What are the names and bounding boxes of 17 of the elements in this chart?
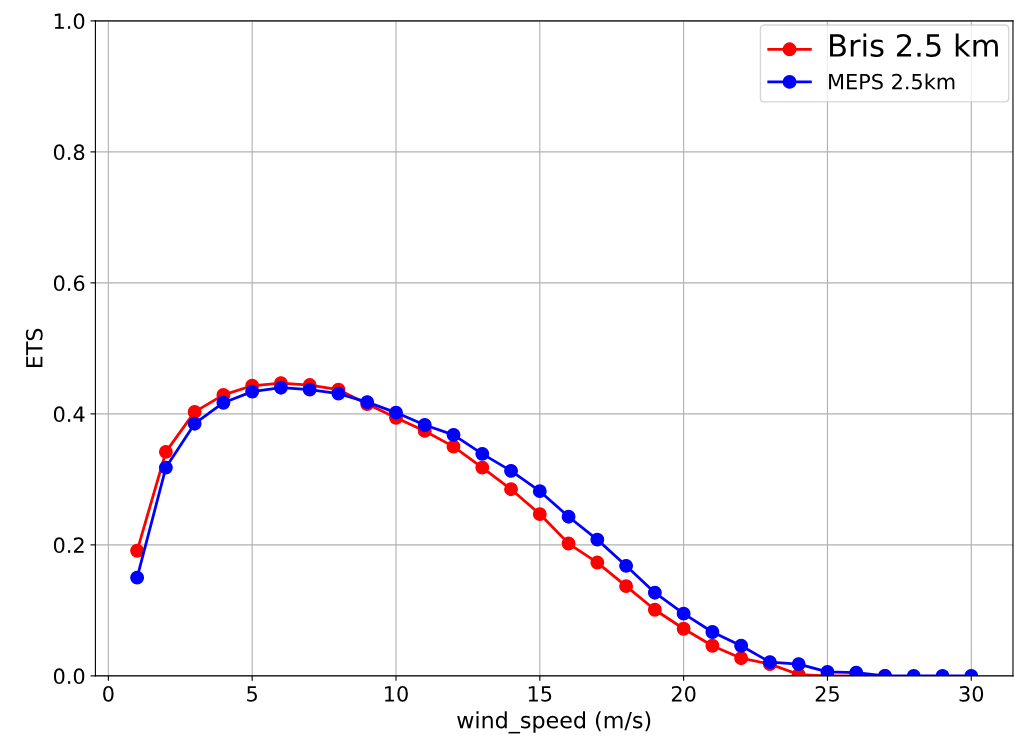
x-axis-title: wind_speed (m/s) [457,711,651,734]
y-tick-label: 0.0 [53,668,85,685]
x-tick-label: 20 [671,685,696,702]
y-tick-label: 0.8 [53,144,85,161]
x-tick-label: 10 [385,685,408,702]
x-tick-label: 25 [815,685,839,702]
x-tick-label: 15 [528,686,552,702]
x-tick-label: 0 [103,685,114,702]
legend-label: MEPS 2.5km [829,73,955,90]
legend-label: Bris 2.5 km [830,33,998,58]
y-tick-label: 0.4 [53,406,85,423]
y-tick-label: 0.6 [53,275,85,292]
y-tick-label: 0.2 [53,537,84,554]
y-tick-label: 1.0 [54,13,85,30]
x-tick-label: 5 [247,686,257,702]
y-axis-title: ETS [25,328,43,368]
x-tick-label: 30 [959,685,984,702]
